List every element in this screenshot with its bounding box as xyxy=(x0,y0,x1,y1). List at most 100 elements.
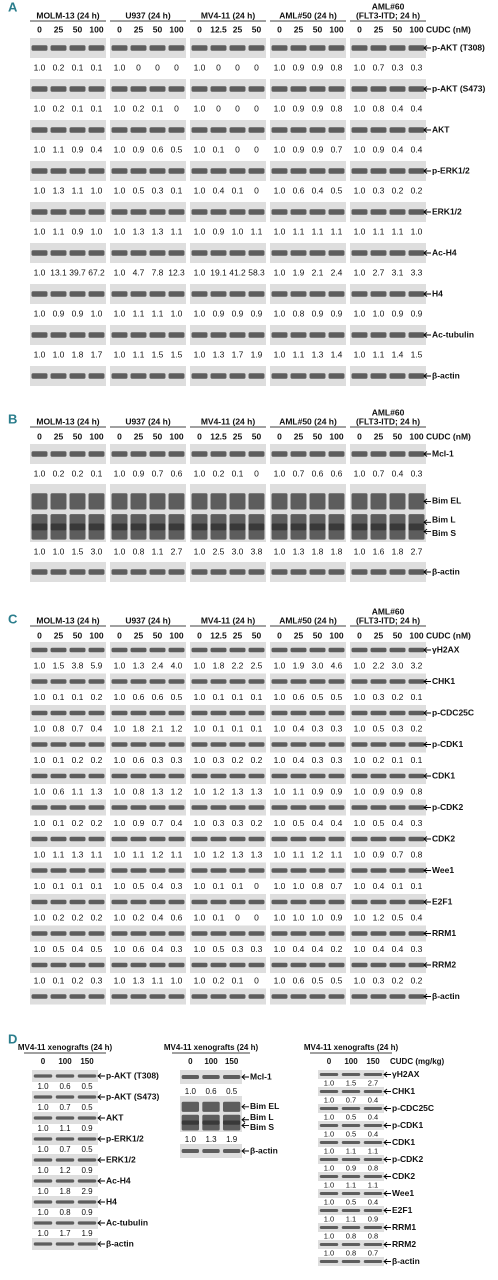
protein-label: Bim S xyxy=(432,528,456,538)
protein-label: γH2AX xyxy=(432,644,460,654)
dose-label: 25 xyxy=(134,24,144,34)
band xyxy=(50,742,67,747)
panel-label: A xyxy=(8,0,18,14)
ratio-value: 0.1 xyxy=(392,881,404,891)
blot xyxy=(30,988,106,1005)
band xyxy=(210,523,227,540)
ratio-value: 1.0 xyxy=(194,818,206,828)
band xyxy=(191,994,208,999)
band xyxy=(130,86,147,92)
ratio-value: 2.1 xyxy=(312,267,324,277)
band xyxy=(408,710,425,716)
band xyxy=(111,373,128,379)
band xyxy=(111,250,128,256)
ratio-value: 1.2 xyxy=(152,849,164,859)
arrow xyxy=(423,930,431,937)
ratio-value: 1.0 xyxy=(194,468,206,478)
band xyxy=(50,373,67,379)
ratio-value: 1.0 xyxy=(354,349,366,359)
arrow xyxy=(241,1148,249,1154)
ratio-value: 1.3 xyxy=(293,546,305,556)
unit-label: CUDC (nM) xyxy=(426,431,471,441)
blot xyxy=(110,444,186,464)
ratio-value: 1.0 xyxy=(324,1248,334,1257)
dose-label: 0 xyxy=(37,431,42,441)
ratio-value: 0.9 xyxy=(312,308,324,318)
band xyxy=(210,742,227,747)
ratio-value: 1.3 xyxy=(232,849,244,859)
band xyxy=(319,1124,339,1127)
band xyxy=(149,679,166,684)
band xyxy=(69,168,86,174)
dose-label: 0 xyxy=(117,24,122,34)
ratio-value: 1.0 xyxy=(194,944,206,954)
dose-label: 100 xyxy=(89,630,103,640)
blot xyxy=(270,642,346,658)
band xyxy=(309,291,326,297)
band xyxy=(77,1200,97,1204)
band xyxy=(69,493,86,510)
band xyxy=(191,899,208,905)
ratio-value: 0.8 xyxy=(312,881,324,891)
band xyxy=(370,127,387,133)
ratio-value: 0.6 xyxy=(171,468,183,478)
dose-label: 50 xyxy=(73,630,83,640)
blot xyxy=(190,202,266,222)
ratio-value: 0.4 xyxy=(213,185,225,195)
band xyxy=(319,1073,339,1076)
band xyxy=(351,899,368,905)
band xyxy=(149,836,166,842)
ratio-value: 1.0 xyxy=(293,881,305,891)
band xyxy=(309,647,326,653)
band xyxy=(351,45,368,51)
ratio-value: 1.0 xyxy=(34,975,46,985)
band xyxy=(248,647,265,653)
band xyxy=(181,1101,200,1112)
ratio-value: 13.1 xyxy=(50,267,67,277)
ratio-value: 1.0 xyxy=(34,723,46,733)
band xyxy=(191,931,208,936)
band xyxy=(111,647,128,653)
ratio-value: 1.5 xyxy=(171,349,183,359)
arrow xyxy=(97,1094,105,1100)
ratio-value: 0.1 xyxy=(91,881,103,891)
ratio-value: 0.2 xyxy=(72,755,84,765)
ratio-value: 1.0 xyxy=(37,1166,49,1175)
arrow xyxy=(383,1105,391,1112)
blot xyxy=(30,642,106,658)
band xyxy=(77,1074,97,1078)
dose-label: 0 xyxy=(197,630,202,640)
protein-label: Bim EL xyxy=(432,496,461,506)
band xyxy=(168,291,185,297)
band xyxy=(210,332,227,338)
blot xyxy=(190,161,266,181)
ratio-value: 1.0 xyxy=(274,103,286,113)
ratio-value: 1.3 xyxy=(152,786,164,796)
blot xyxy=(350,925,426,942)
band xyxy=(309,332,326,338)
ratio-value: 0.5 xyxy=(331,975,343,985)
ratio-value: 1.0 xyxy=(114,912,126,922)
ratio-value: 0.6 xyxy=(293,185,305,195)
ratio-value: 0.2 xyxy=(411,723,423,733)
blot xyxy=(350,366,426,386)
blot xyxy=(190,284,266,304)
band xyxy=(149,493,166,510)
band xyxy=(210,679,227,684)
band xyxy=(328,451,345,457)
blot xyxy=(270,673,346,690)
band xyxy=(341,1226,361,1229)
cell-name: MOLM-13 (24 h) xyxy=(36,615,99,625)
protein-label: E2F1 xyxy=(392,1205,413,1215)
blot xyxy=(110,38,186,58)
band xyxy=(50,931,67,936)
ratio-value: 0.4 xyxy=(373,944,385,954)
band xyxy=(309,373,326,379)
ratio-value: 2.7 xyxy=(411,546,423,556)
ratio-value: 0.1 xyxy=(232,723,244,733)
band xyxy=(88,45,105,51)
ratio-value: 0.4 xyxy=(331,818,343,828)
ratio-value: 1.0 xyxy=(354,818,366,828)
band xyxy=(370,679,387,684)
dose-label: 0 xyxy=(357,431,362,441)
